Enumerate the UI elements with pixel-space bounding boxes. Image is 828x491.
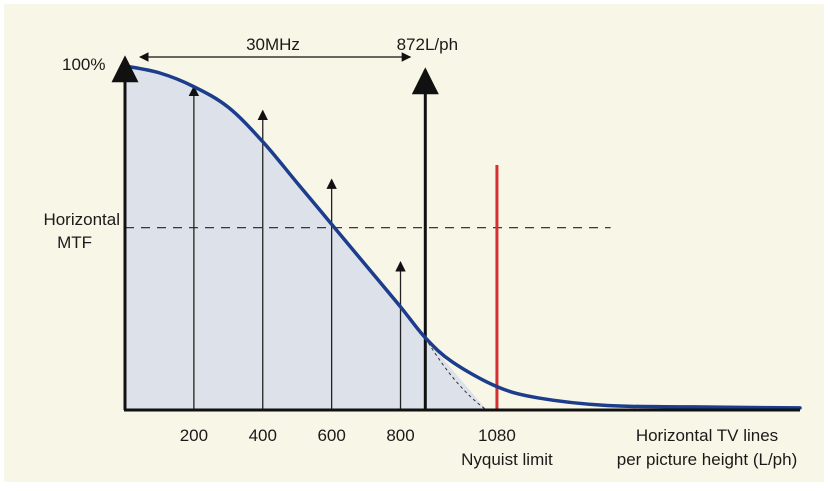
bandwidth-label: 30MHz (246, 35, 300, 54)
x-tick-label-800: 800 (386, 426, 414, 445)
x-tick-label-400: 400 (249, 426, 277, 445)
nyquist-limit-label: Nyquist limit (461, 450, 553, 469)
y-axis-label-line-2: MTF (57, 233, 92, 252)
mtf-curve (123, 64, 802, 410)
x-axis-label-line-1: Horizontal TV lines (636, 426, 778, 445)
y-axis-top-label: 100% (62, 55, 105, 74)
x-tick-label-200: 200 (180, 426, 208, 445)
y-axis-label-line-1: Horizontal (43, 210, 120, 229)
x-tick-label-600: 600 (317, 426, 345, 445)
cutoff-label: 872L/ph (397, 35, 458, 54)
sample-arrows (188, 85, 406, 410)
x-tick-label-1080: 1080 (478, 426, 516, 445)
mtf-shaded-area (125, 66, 487, 410)
x-axis-label-line-2: per picture height (L/ph) (617, 450, 798, 469)
x-tick-labels: 200 400 600 800 1080 (180, 426, 516, 445)
